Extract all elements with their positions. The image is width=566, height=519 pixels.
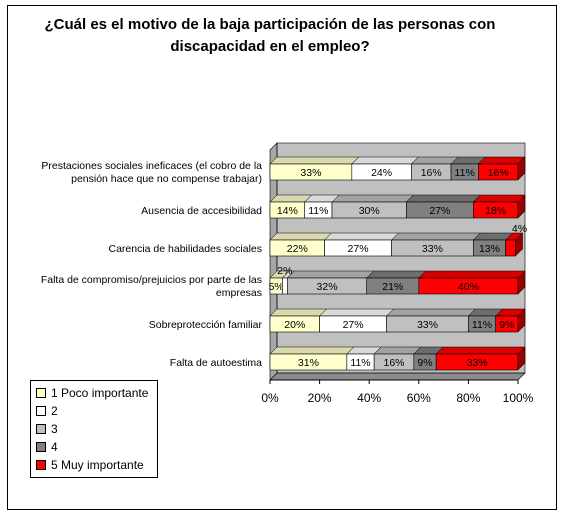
category-label: Falta de autoestima bbox=[170, 357, 262, 369]
data-label: 5% bbox=[269, 281, 284, 293]
legend-label: 5 Muy importante bbox=[51, 458, 144, 472]
data-label: 33% bbox=[467, 357, 488, 369]
legend-label: 1 Poco importante bbox=[51, 386, 149, 400]
data-label: 24% bbox=[371, 167, 392, 179]
legend-swatch bbox=[36, 460, 46, 470]
bar-top bbox=[351, 156, 419, 165]
data-label: 9% bbox=[417, 357, 432, 369]
bar-top bbox=[410, 156, 459, 165]
x-tick-label: 60% bbox=[407, 391, 431, 405]
bar-top bbox=[269, 308, 328, 317]
bar-side bbox=[517, 308, 526, 333]
data-label: 33% bbox=[422, 243, 443, 255]
data-label: 32% bbox=[317, 281, 338, 293]
legend-swatch bbox=[36, 388, 46, 398]
x-tick-label: 80% bbox=[456, 391, 480, 405]
data-label: 11% bbox=[350, 357, 370, 369]
data-label: 18% bbox=[485, 205, 506, 217]
data-label: 40% bbox=[458, 281, 479, 293]
bar-top bbox=[269, 156, 360, 165]
bar-top bbox=[331, 194, 415, 203]
legend-label: 3 bbox=[51, 422, 58, 436]
legend-item: 5 Muy importante bbox=[36, 456, 152, 474]
legend-item: 3 bbox=[36, 420, 152, 438]
data-label: 16% bbox=[421, 167, 442, 179]
legend-item: 2 bbox=[36, 402, 152, 420]
plot-back-border bbox=[276, 142, 526, 374]
bar-side bbox=[517, 156, 526, 181]
bar-segment bbox=[505, 239, 516, 257]
category-label: Falta de compromiso/prejuicios por parte… bbox=[41, 274, 262, 299]
bar-top bbox=[472, 194, 526, 203]
category-label: Prestaciones sociales ineficaces (el cob… bbox=[41, 160, 262, 185]
data-label: 27% bbox=[429, 205, 450, 217]
x-tick-label: 40% bbox=[357, 391, 381, 405]
bar-top bbox=[269, 346, 355, 355]
data-label: 20% bbox=[284, 319, 305, 331]
x-tick-label: 100% bbox=[503, 391, 534, 405]
chart-legend: 1 Poco importante 2 3 4 5 Muy importante bbox=[30, 380, 158, 478]
legend-swatch bbox=[36, 406, 46, 416]
data-label: 33% bbox=[300, 167, 321, 179]
data-label: 4% bbox=[512, 223, 527, 235]
data-label: 27% bbox=[348, 243, 369, 255]
bar-side bbox=[517, 194, 526, 219]
data-label: 2% bbox=[277, 265, 292, 277]
bar-segment bbox=[282, 277, 288, 295]
data-label: 31% bbox=[298, 357, 319, 369]
bar-top bbox=[373, 346, 422, 355]
chart-title: ¿Cuál es el motivo de la baja participac… bbox=[44, 16, 496, 55]
data-label: 11% bbox=[308, 205, 328, 217]
bar-side bbox=[517, 346, 526, 371]
data-label: 27% bbox=[343, 319, 364, 331]
bar-top bbox=[385, 308, 477, 317]
plot-floor bbox=[269, 372, 526, 381]
data-label: 9% bbox=[499, 319, 514, 331]
category-label: Ausencia de accesibilidad bbox=[141, 205, 262, 217]
data-label: 11% bbox=[455, 167, 475, 179]
x-tick-label: 20% bbox=[308, 391, 332, 405]
legend-item: 4 bbox=[36, 438, 152, 456]
legend-label: 2 bbox=[51, 404, 58, 418]
bar-top bbox=[405, 194, 481, 203]
bar-top bbox=[477, 156, 526, 165]
bar-top bbox=[318, 308, 395, 317]
bar-top bbox=[366, 270, 427, 279]
category-label: Carencia de habilidades sociales bbox=[108, 243, 262, 255]
data-label: 21% bbox=[382, 281, 403, 293]
data-label: 16% bbox=[488, 167, 509, 179]
data-label: 33% bbox=[417, 319, 438, 331]
data-label: 13% bbox=[479, 243, 500, 255]
legend-swatch bbox=[36, 424, 46, 434]
data-label: 30% bbox=[359, 205, 380, 217]
bar-side bbox=[517, 270, 526, 295]
bar-top bbox=[286, 270, 375, 279]
bar-top bbox=[435, 346, 526, 355]
bar-top bbox=[418, 270, 526, 279]
data-label: 22% bbox=[287, 243, 308, 255]
bar-top bbox=[390, 232, 481, 241]
bar-side bbox=[515, 232, 523, 257]
x-tick-label: 0% bbox=[261, 391, 279, 405]
bar-top bbox=[323, 232, 400, 241]
bar-top bbox=[269, 232, 333, 241]
legend-swatch bbox=[36, 442, 46, 452]
category-label: Sobreprotección familiar bbox=[149, 319, 263, 331]
data-label: 11% bbox=[472, 319, 492, 331]
legend-item: 1 Poco importante bbox=[36, 384, 152, 402]
data-label: 14% bbox=[277, 205, 298, 217]
legend-label: 4 bbox=[51, 440, 58, 454]
data-label: 16% bbox=[383, 357, 404, 369]
